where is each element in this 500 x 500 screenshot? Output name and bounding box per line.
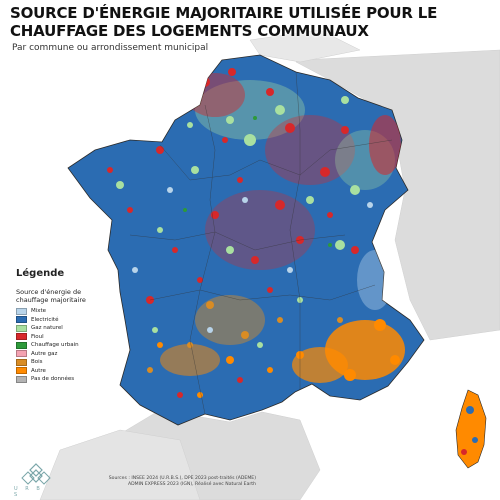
- urbs-logo: U R B S: [14, 462, 52, 498]
- swatch-electricite-icon: [16, 316, 27, 324]
- legend-item-fioul: Fioul: [16, 333, 116, 342]
- region-borders: [129, 71, 393, 415]
- legend-label: Mixte: [31, 308, 47, 315]
- map-subtitle: Par commune ou arrondissement municipal: [12, 43, 209, 53]
- urbs-logo-icon: [21, 463, 51, 485]
- legend-label: Fioul: [31, 333, 44, 340]
- gaz-naturel-zone-nord: [195, 80, 305, 140]
- legend-item-pas-de-donnees: Pas de données: [16, 375, 116, 384]
- corsica-territory: [455, 389, 487, 469]
- legend-label: Electricité: [31, 316, 59, 323]
- corsica-patches: [461, 406, 478, 455]
- legend-item-electricite: Electricité: [16, 316, 116, 325]
- neighbour-land: [39, 29, 500, 500]
- swatch-chauffage-urbain-icon: [16, 341, 27, 349]
- autre-zone-provence: [292, 347, 348, 383]
- legend-label: Chauffage urbain: [31, 342, 79, 349]
- legend-item-chauffage-urbain: Chauffage urbain: [16, 341, 116, 350]
- mixte-patches: [132, 187, 373, 333]
- swatch-fioul-icon: [16, 333, 27, 341]
- chauffage-urbain-patches: [183, 116, 332, 247]
- swatch-mixte-icon: [16, 307, 27, 315]
- legend-label: Autre: [31, 367, 46, 374]
- swatch-bois-icon: [16, 358, 27, 366]
- legend-label: Bois: [31, 359, 43, 366]
- legend-item-mixte: Mixte: [16, 307, 116, 316]
- fioul-zone-centre: [205, 190, 315, 270]
- swatch-autre-icon: [16, 367, 27, 375]
- swatch-autre-gaz-icon: [16, 350, 27, 358]
- legend-item-gaz-naturel: Gaz naturel: [16, 324, 116, 333]
- credits-line: ADMIN EXPRESS 2023 (IGN), Réalisé avec N…: [127, 481, 256, 487]
- autre-patches: [157, 319, 400, 398]
- legend-title: Légende: [16, 268, 65, 279]
- legend-label: Autre gaz: [31, 350, 58, 357]
- fioul-zone-nord: [185, 73, 245, 117]
- legend: Légende Source d'énergie de chauffage ma…: [16, 268, 116, 384]
- urbs-logo-text: U R B S: [14, 486, 43, 498]
- commune-patches: [107, 68, 405, 415]
- bois-zone-massif: [195, 295, 265, 345]
- map-title: SOURCE D'ÉNERGIE MAJORITAIRE UTILISÉE PO…: [10, 4, 438, 40]
- legend-item-autre-gaz: Autre gaz: [16, 350, 116, 359]
- swatch-pas-de-donnees-icon: [16, 375, 27, 383]
- credits-line: Sources : INSEE 2024 (U.R.B.S.), DPE 202…: [108, 476, 256, 481]
- autre-zone-aquitaine: [160, 344, 220, 376]
- fioul-zone-alsace: [369, 115, 401, 175]
- credits: Sources : INSEE 2024 (U.R.B.S.), DPE 202…: [56, 476, 256, 487]
- legend-subtitle: Source d'énergie de chauffage majoritair…: [16, 288, 86, 304]
- legend-item-autre: Autre: [16, 367, 116, 376]
- swatch-gaz-naturel-icon: [16, 324, 27, 332]
- legend-item-bois: Bois: [16, 358, 116, 367]
- mixte-zone-alpes: [357, 250, 393, 310]
- fioul-zone-champagne: [265, 115, 355, 185]
- legend-label: Gaz naturel: [31, 325, 63, 332]
- gaz-naturel-patches: [116, 96, 360, 348]
- legend-label: Pas de données: [31, 376, 75, 383]
